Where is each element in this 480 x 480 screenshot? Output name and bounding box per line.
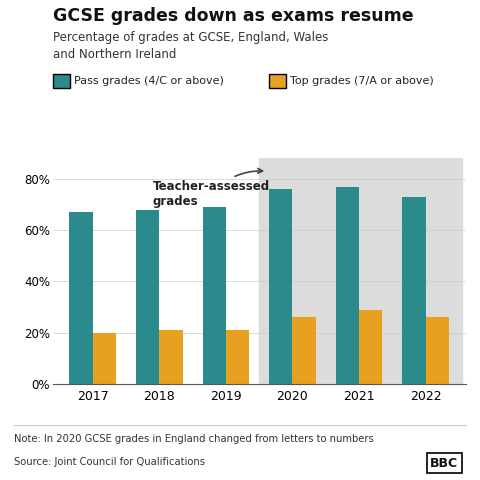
Text: Source: Joint Council for Qualifications: Source: Joint Council for Qualifications <box>14 457 205 467</box>
Bar <box>402 197 426 384</box>
Text: Top grades (7/A or above): Top grades (7/A or above) <box>290 76 434 86</box>
Bar <box>292 317 316 384</box>
Text: BBC: BBC <box>430 456 458 470</box>
Bar <box>269 189 292 384</box>
Bar <box>70 212 93 384</box>
Text: Pass grades (4/C or above): Pass grades (4/C or above) <box>74 76 224 86</box>
Bar <box>203 207 226 384</box>
Text: Teacher-assessed
grades: Teacher-assessed grades <box>153 168 270 208</box>
Bar <box>359 310 383 384</box>
Bar <box>136 210 159 384</box>
Text: Note: In 2020 GCSE grades in England changed from letters to numbers: Note: In 2020 GCSE grades in England cha… <box>14 434 374 444</box>
Bar <box>426 317 449 384</box>
Bar <box>159 330 182 384</box>
Bar <box>226 330 249 384</box>
Text: GCSE grades down as exams resume: GCSE grades down as exams resume <box>53 7 413 25</box>
Bar <box>259 158 462 384</box>
Text: Percentage of grades at GCSE, England, Wales
and Northern Ireland: Percentage of grades at GCSE, England, W… <box>53 31 328 61</box>
Bar <box>336 187 359 384</box>
Bar <box>93 333 116 384</box>
